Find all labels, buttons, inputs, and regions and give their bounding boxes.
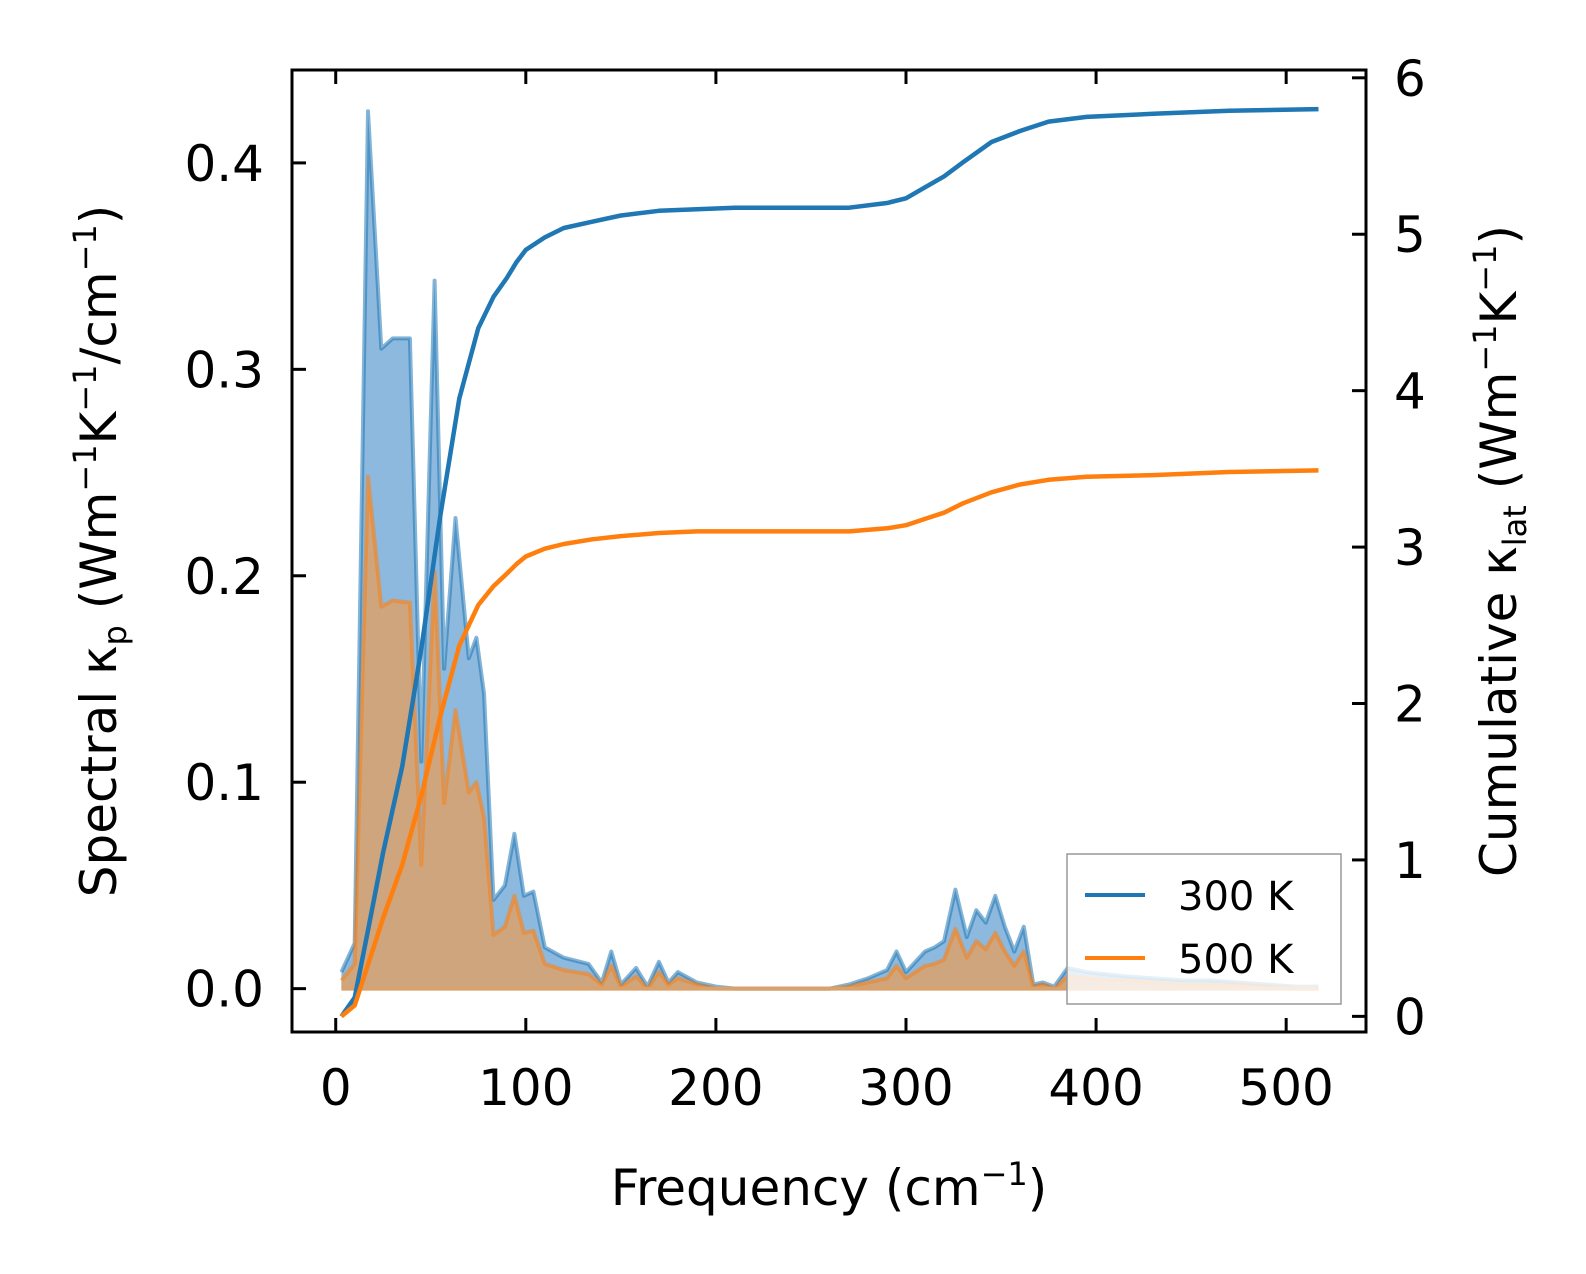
- y-left-tick-label: 0.4: [184, 135, 264, 193]
- y-right-tick-label: 3: [1394, 519, 1426, 577]
- x-tick-label: 300: [858, 1059, 953, 1117]
- cumulative-line-500k: [339, 468, 1319, 1019]
- y-left-axis-title: Spectral κp (Wm−1K−1/cm−1): [66, 205, 134, 898]
- y-right-axis-title: Cumulative κlat (Wm−1K−1): [1466, 225, 1534, 877]
- cumulative-line-300k: [339, 106, 1319, 1018]
- legend: 300 K 500 K: [1066, 853, 1342, 1005]
- y-right-tick-label: 1: [1394, 832, 1426, 890]
- legend-label-500k: 500 K: [1178, 937, 1295, 983]
- y-right-tick-label: 4: [1394, 363, 1426, 421]
- y-right-tick-label: 6: [1394, 50, 1426, 108]
- x-tick-label: 500: [1238, 1059, 1333, 1117]
- y-left-tick-label: 0.0: [184, 961, 264, 1019]
- x-tick-label: 100: [478, 1059, 573, 1117]
- y-left-tick-label: 0.1: [184, 754, 264, 812]
- spectral-area-500k: [341, 476, 1319, 989]
- y-right-tick-label: 5: [1394, 206, 1426, 264]
- plot-frame: [290, 68, 1368, 1034]
- ticks-layer: 0 100 200 300 400 500 0.0 0.1 0.2 0.3 0.4 0 1 2 3 4 5 6: [184, 50, 1425, 1117]
- y-right-tick-label: 0: [1394, 988, 1426, 1046]
- x-tick-label: 200: [668, 1059, 763, 1117]
- x-axis-title: Frequency (cm−1): [611, 1155, 1048, 1217]
- y-left-tick-label: 0.2: [184, 548, 264, 606]
- y-left-tick-label: 0.3: [184, 341, 264, 399]
- x-tick-label: 400: [1048, 1059, 1143, 1117]
- y-right-tick-label: 2: [1394, 676, 1426, 734]
- legend-box: [1066, 853, 1342, 1005]
- x-tick-label: 0: [320, 1059, 352, 1117]
- legend-label-300k: 300 K: [1178, 874, 1295, 920]
